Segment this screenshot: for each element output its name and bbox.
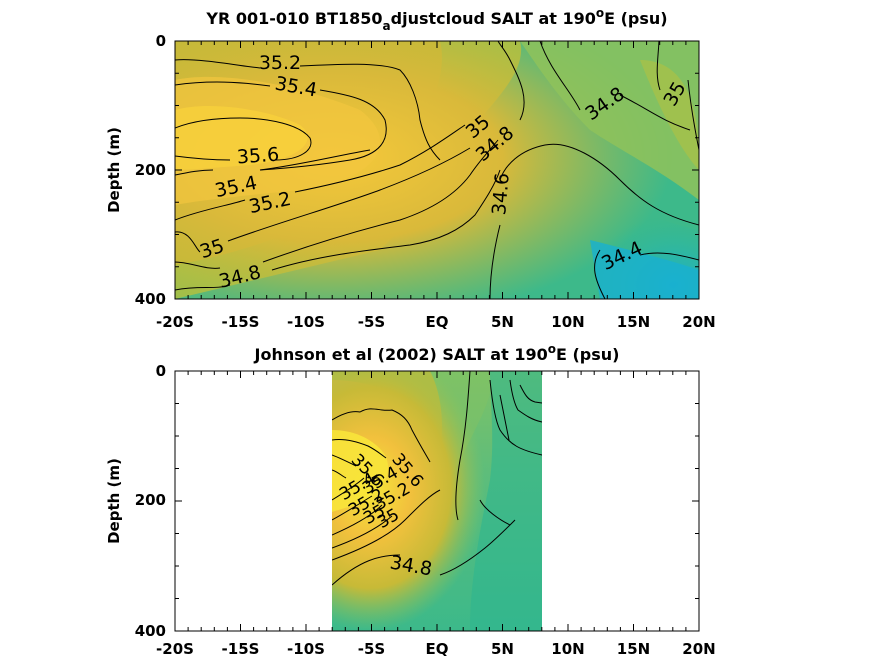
xtick-label: 20N — [682, 313, 715, 331]
xtick-label: EQ — [426, 640, 449, 656]
panel-1-xtick-labels: -20S -15S -10S -5S EQ 5N 10N 15N 20N — [156, 313, 716, 331]
xtick-label: -20S — [156, 313, 194, 331]
xtick-label: 20N — [682, 640, 715, 656]
xtick-label: -5S — [358, 640, 385, 656]
ytick-label: 400 — [135, 290, 166, 308]
panel-1: YR 001-010 BT1850adjustcloud SALT at 190… — [105, 6, 716, 331]
xtick-label: -10S — [287, 313, 325, 331]
xtick-label: -15S — [222, 640, 260, 656]
panel-2-tick-marks — [174, 370, 700, 632]
contour-label: 34.6 — [488, 172, 514, 216]
xtick-label: 15N — [617, 313, 650, 331]
xtick-label: 10N — [551, 313, 584, 331]
ytick-label: 0 — [156, 32, 166, 50]
xtick-label: EQ — [426, 313, 449, 331]
panel-1-contours — [175, 41, 699, 299]
panel-1-tick-marks — [174, 40, 700, 300]
panel-2-title: Johnson et al (2002) SALT at 190oE (psu) — [254, 342, 620, 364]
xtick-label: -15S — [222, 313, 260, 331]
contour-label: 35.2 — [259, 52, 301, 74]
panel-1-field — [175, 41, 699, 299]
ytick-label: 200 — [135, 491, 166, 509]
xtick-label: 5N — [491, 313, 514, 331]
xtick-label: 5N — [491, 640, 514, 656]
xtick-label: 10N — [551, 640, 584, 656]
ytick-label: 200 — [135, 161, 166, 179]
panel-1-ytick-labels: 0 200 400 — [135, 32, 166, 308]
panel-2: Johnson et al (2002) SALT at 190oE (psu) — [105, 342, 716, 656]
contour-label: 35.6 — [236, 144, 280, 169]
xtick-label: -10S — [287, 640, 325, 656]
panel-2-field — [332, 371, 542, 631]
ytick-label: 400 — [135, 622, 166, 640]
panel-1-ylabel: Depth (m) — [105, 127, 123, 213]
xtick-label: -20S — [156, 640, 194, 656]
panel-1-title: YR 001-010 BT1850adjustcloud SALT at 190… — [205, 6, 667, 33]
xtick-label: -5S — [358, 313, 385, 331]
panel-2-contours — [332, 371, 542, 586]
panel-2-ytick-labels: 0 200 400 — [135, 362, 166, 640]
ytick-label: 0 — [156, 362, 166, 380]
panel-2-xtick-labels: -20S -15S -10S -5S EQ 5N 10N 15N 20N — [156, 640, 716, 656]
panel-2-ylabel: Depth (m) — [105, 458, 123, 544]
xtick-label: 15N — [617, 640, 650, 656]
